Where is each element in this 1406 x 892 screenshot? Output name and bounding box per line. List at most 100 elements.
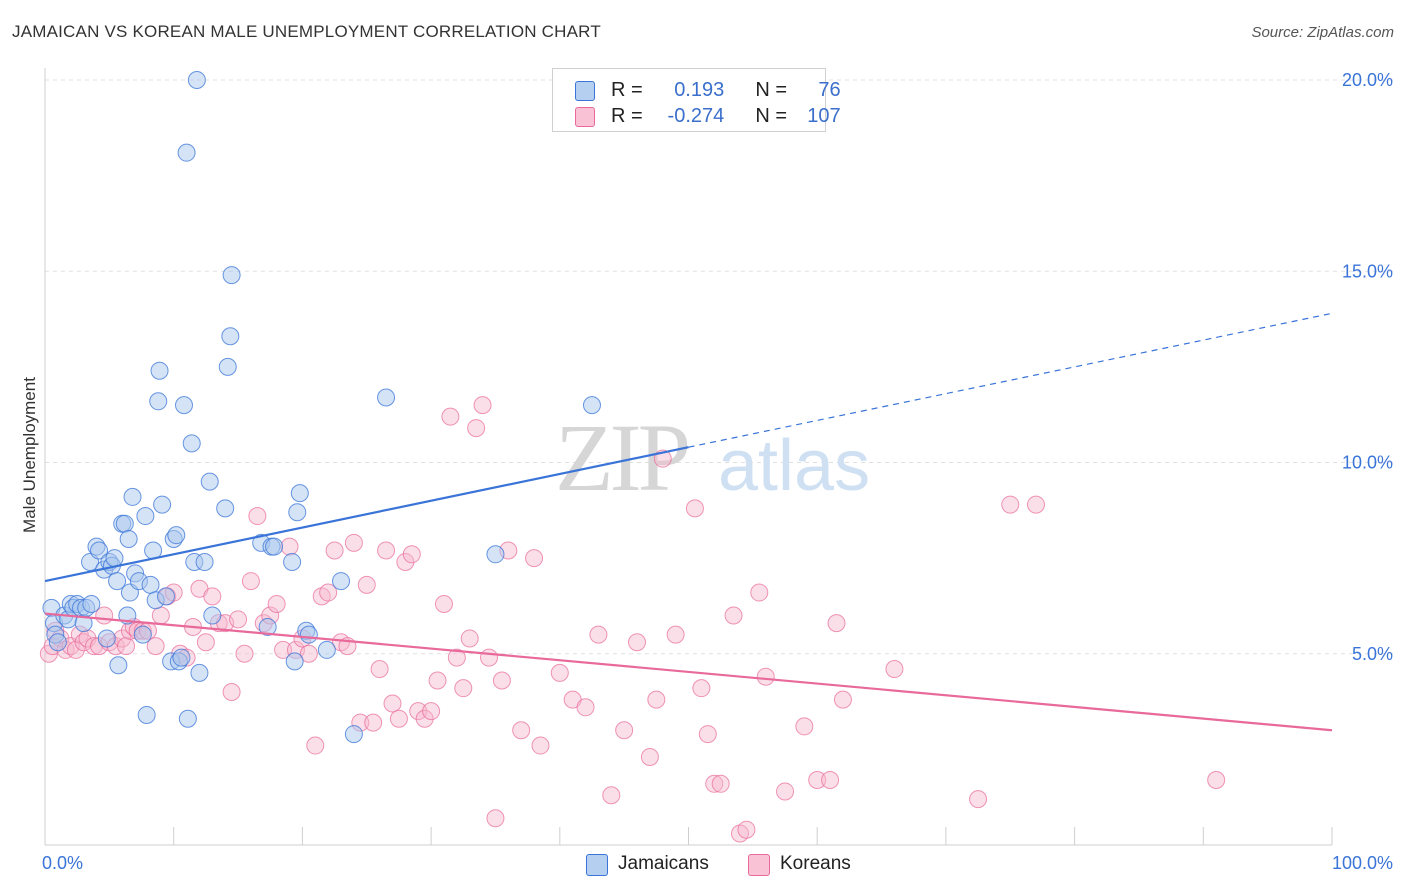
- watermark-zip: ZIP: [555, 404, 688, 511]
- korean-point: [428, 671, 447, 690]
- korean-point: [151, 606, 170, 625]
- korean-point: [750, 583, 769, 602]
- legend-n-label: N =: [755, 105, 788, 127]
- jamaican-point: [156, 587, 175, 606]
- jamaican-point: [190, 663, 209, 682]
- jamaican-point: [265, 537, 284, 556]
- korean-point: [146, 637, 165, 656]
- korean-point: [827, 614, 846, 633]
- korean-point: [299, 644, 318, 663]
- jamaican-point: [187, 71, 206, 89]
- korean-point: [396, 552, 415, 571]
- korean-point: [640, 748, 659, 767]
- jamaican-point: [109, 656, 128, 675]
- jamaican-point: [486, 545, 505, 564]
- korean-point: [821, 770, 840, 789]
- watermark: ZIP atlas: [555, 404, 870, 511]
- korean-point: [1001, 495, 1020, 514]
- korean-point: [550, 663, 569, 682]
- korean-point: [1207, 770, 1226, 789]
- korean-point: [389, 709, 408, 728]
- korean-point: [480, 648, 499, 667]
- korean-point: [274, 640, 293, 659]
- source-credit: Source: ZipAtlas.com: [1251, 24, 1394, 41]
- jamaican-point: [150, 361, 169, 380]
- korean-point: [685, 499, 704, 518]
- jamaican-point: [108, 572, 127, 591]
- jamaican-point: [203, 606, 222, 625]
- jamaican-point: [182, 434, 201, 453]
- korean-point: [756, 667, 775, 686]
- bottom-legend-swatch-pink: [748, 854, 770, 876]
- korean-point: [117, 637, 136, 656]
- legend-r-jamaicans: 0.193: [674, 79, 725, 101]
- korean-point: [615, 721, 634, 740]
- jamaican-points: [42, 71, 601, 744]
- korean-point: [460, 629, 479, 648]
- korean-point: [280, 537, 299, 556]
- legend-n-label: N =: [755, 79, 788, 101]
- korean-point: [512, 721, 531, 740]
- korean-point: [833, 690, 852, 709]
- korean-point: [647, 690, 666, 709]
- korean-point: [196, 633, 215, 652]
- korean-point: [402, 545, 421, 564]
- korean-point: [364, 713, 383, 732]
- jamaican-point: [133, 625, 152, 644]
- korean-point: [434, 595, 453, 614]
- korean-point: [795, 717, 814, 736]
- jamaican-point: [149, 392, 168, 411]
- jamaican-point: [218, 357, 237, 376]
- jamaican-point: [97, 629, 116, 648]
- jamaican-point: [167, 526, 186, 545]
- korean-point: [422, 702, 441, 721]
- jamaican-point: [48, 633, 67, 652]
- jamaican-point: [317, 640, 336, 659]
- korean-point: [447, 648, 466, 667]
- jamaican-point: [200, 472, 219, 491]
- korean-point: [370, 660, 389, 679]
- jamaican-point: [283, 552, 302, 571]
- jamaican-point: [105, 549, 124, 568]
- jamaican-point: [221, 327, 240, 346]
- axes: [44, 68, 1332, 846]
- legend-r-label: R =: [611, 105, 643, 127]
- korean-point: [267, 595, 286, 614]
- korean-point: [409, 702, 428, 721]
- y-tick-label: 5.0%: [1352, 644, 1393, 664]
- jamaican-point: [582, 396, 601, 415]
- korean-point: [1026, 495, 1045, 514]
- korean-trend-line: [44, 612, 1333, 732]
- korean-point: [357, 575, 376, 594]
- korean-point: [492, 671, 511, 690]
- korean-point: [319, 583, 338, 602]
- korean-point: [344, 533, 363, 552]
- jamaican-point: [136, 507, 155, 526]
- korean-point: [203, 587, 222, 606]
- korean-point: [454, 679, 473, 698]
- jamaican-point: [344, 725, 363, 744]
- korean-point: [377, 541, 396, 560]
- jamaican-point: [222, 266, 241, 285]
- korean-point: [525, 549, 544, 568]
- korean-point: [724, 606, 743, 625]
- korean-point: [776, 782, 795, 801]
- korean-point: [229, 610, 248, 629]
- jamaican-point: [115, 514, 134, 533]
- jamaican-point: [377, 388, 396, 407]
- korean-point: [467, 419, 486, 438]
- jamaican-point: [332, 572, 351, 591]
- legend-swatch-pink: [575, 107, 595, 127]
- korean-point: [576, 698, 595, 717]
- korean-point: [306, 736, 325, 755]
- jamaican-point: [137, 705, 156, 724]
- trend-lines: [44, 312, 1333, 732]
- legend-r-koreans: -0.274: [667, 105, 725, 127]
- korean-point: [473, 396, 492, 415]
- korean-point: [808, 770, 827, 789]
- jamaican-point: [177, 143, 196, 162]
- y-axis-label: Male Unemployment: [20, 377, 39, 533]
- x-tick-label-min: 0.0%: [42, 853, 83, 873]
- korean-point: [666, 625, 685, 644]
